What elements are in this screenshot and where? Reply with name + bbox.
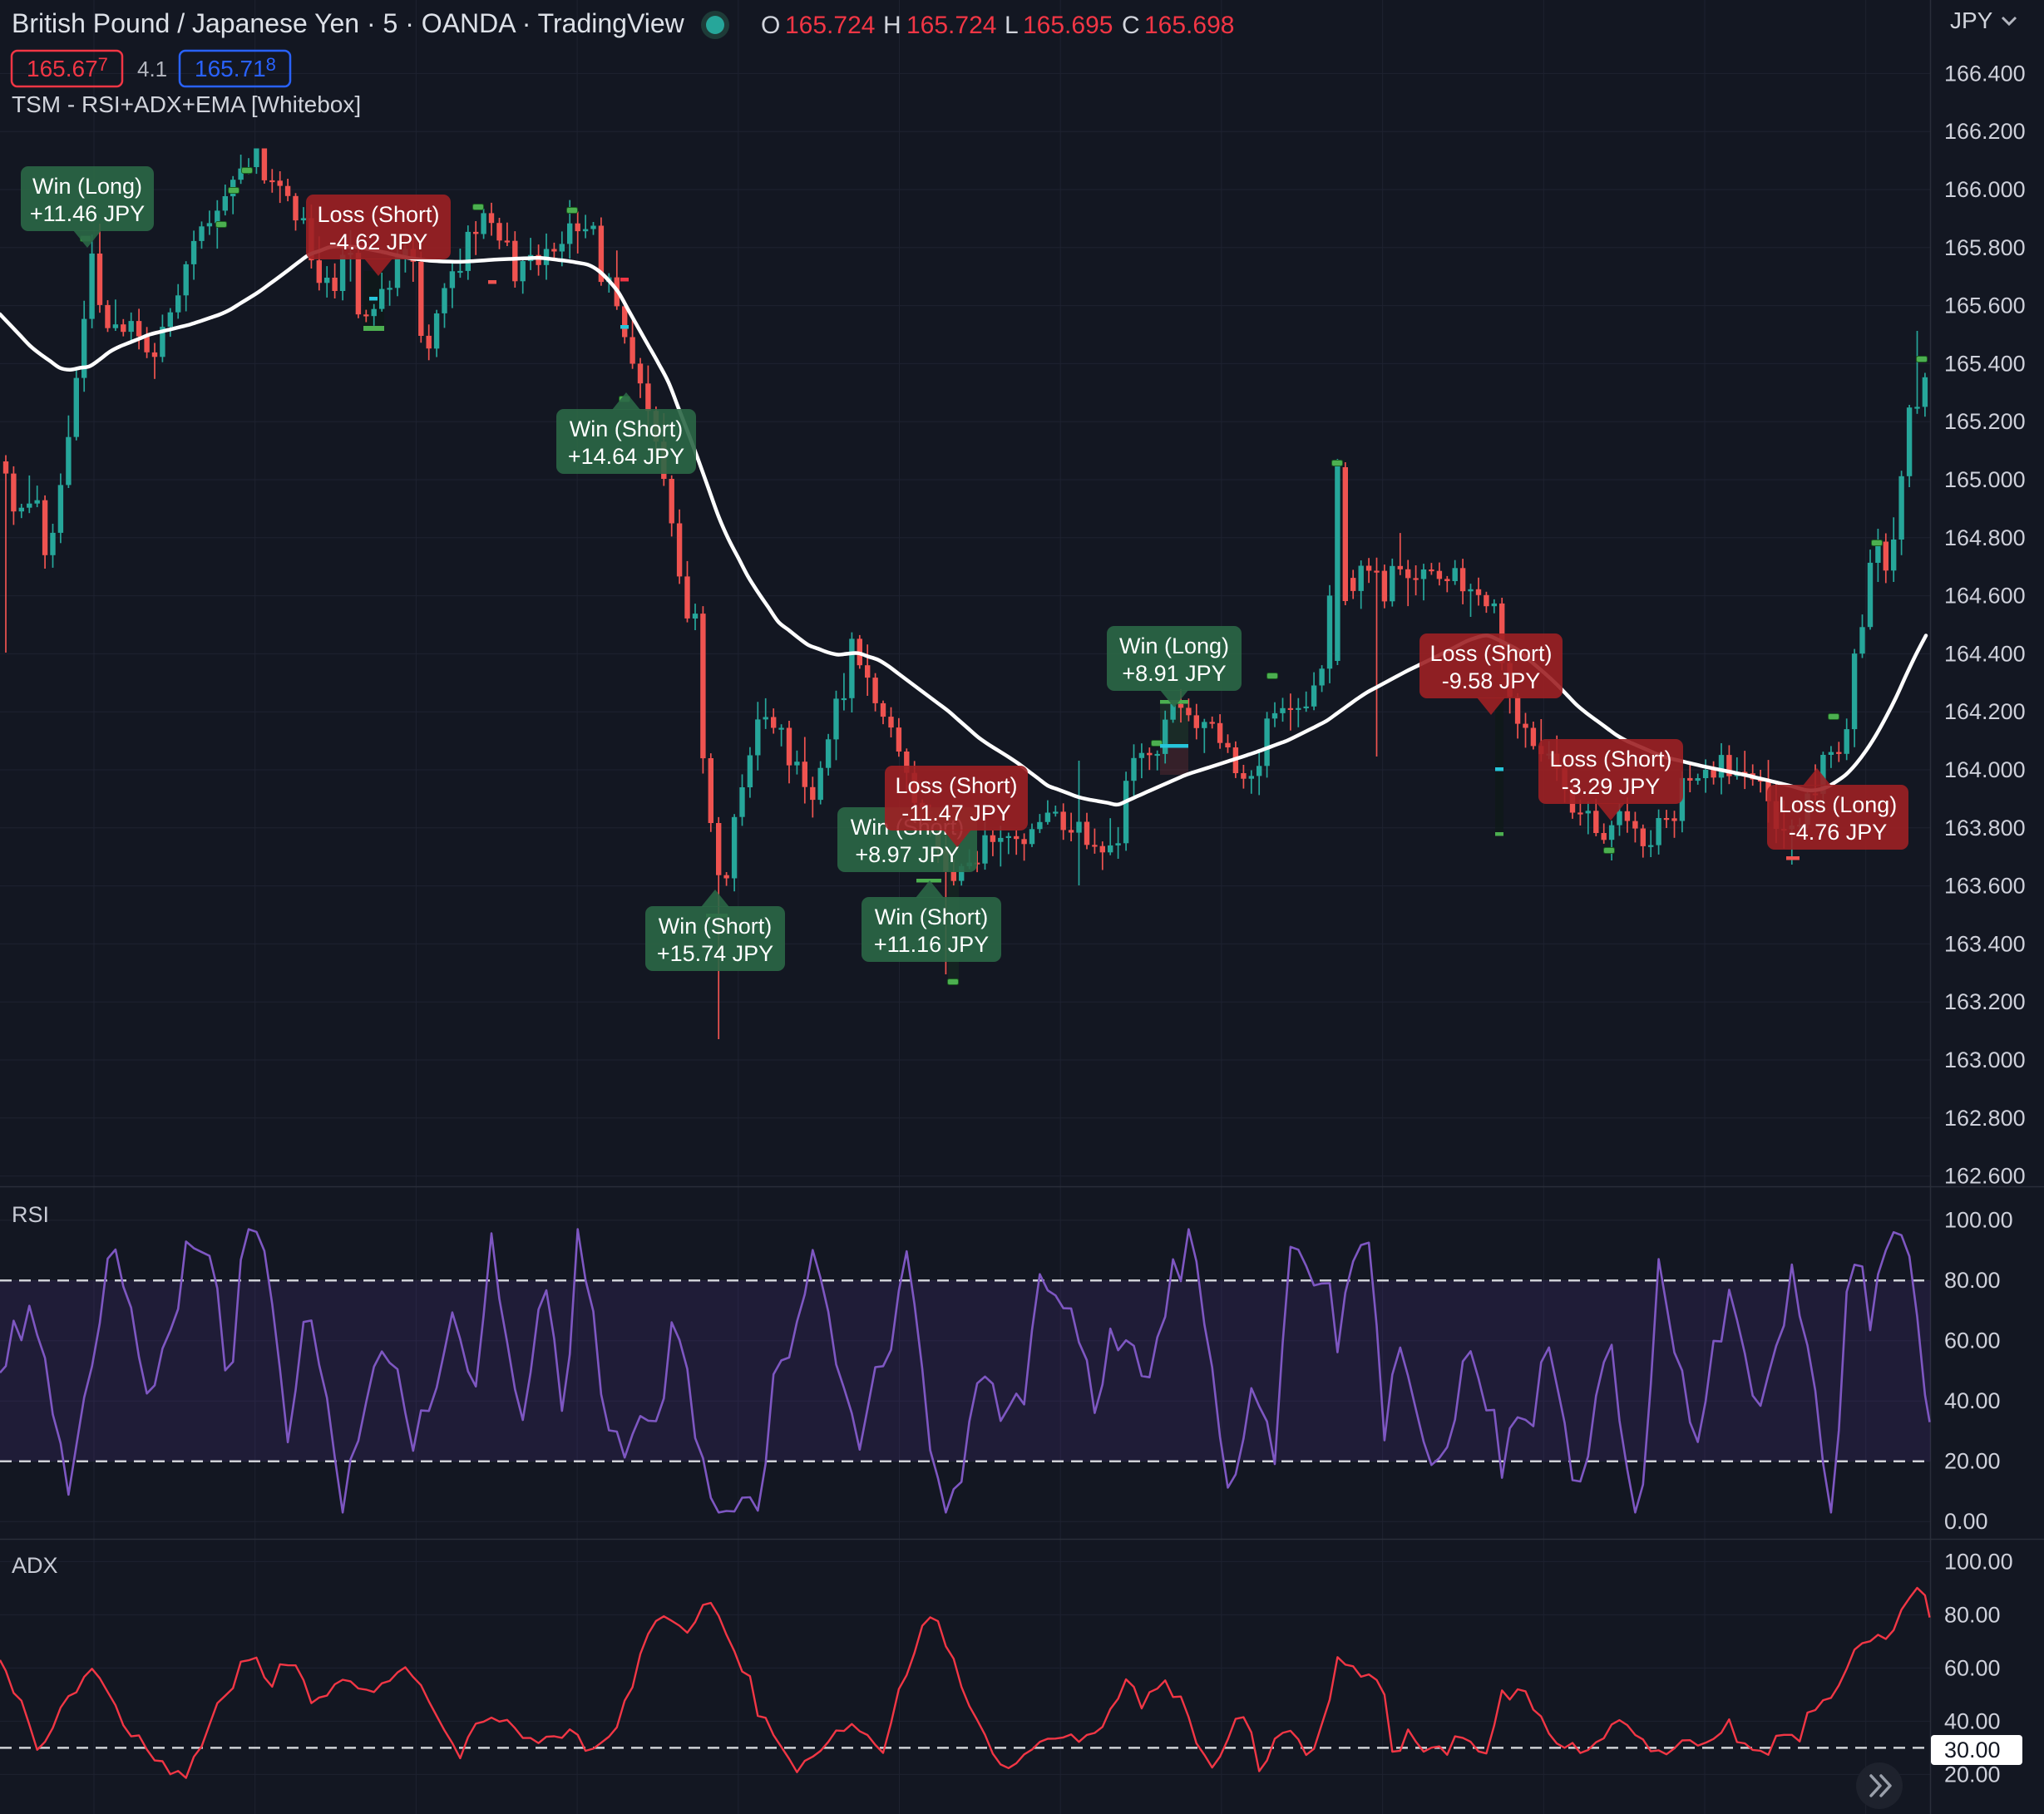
svg-text:166.400: 166.400 [1944,61,2026,86]
svg-text:162.600: 162.600 [1944,1164,2026,1189]
svg-text:164.600: 164.600 [1944,584,2026,609]
svg-text:165.200: 165.200 [1944,409,2026,434]
svg-text:164.200: 164.200 [1944,699,2026,724]
svg-text:165.000: 165.000 [1944,467,2026,492]
svg-text:L: L [1005,12,1019,39]
svg-text:Win (Long): Win (Long) [1119,633,1229,658]
svg-text:100.00: 100.00 [1944,1549,2013,1574]
svg-text:165.718: 165.718 [195,54,276,81]
svg-text:163.400: 163.400 [1944,931,2026,956]
svg-text:40.00: 40.00 [1944,1388,2001,1413]
svg-text:165.724: 165.724 [906,12,996,39]
svg-text:163.200: 163.200 [1944,989,2026,1014]
svg-text:163.000: 163.000 [1944,1047,2026,1072]
svg-text:-4.62 JPY: -4.62 JPY [329,229,428,254]
svg-text:165.724: 165.724 [785,12,875,39]
svg-text:Loss (Short): Loss (Short) [317,202,439,227]
svg-text:-4.76 JPY: -4.76 JPY [1789,820,1888,845]
svg-text:60.00: 60.00 [1944,1655,2001,1680]
svg-text:4.1: 4.1 [137,57,167,81]
svg-text:164.800: 164.800 [1944,525,2026,550]
svg-text:+8.97 JPY: +8.97 JPY [855,842,959,867]
svg-text:Loss (Short): Loss (Short) [1429,641,1552,666]
svg-text:165.695: 165.695 [1023,12,1113,39]
svg-text:+14.64 JPY: +14.64 JPY [568,444,684,469]
svg-text:RSI: RSI [12,1202,49,1227]
svg-text:164.400: 164.400 [1944,641,2026,666]
svg-text:Win (Short): Win (Short) [659,914,773,939]
svg-text:Loss (Short): Loss (Short) [895,773,1017,798]
svg-text:TSM - RSI+ADX+EMA [Whitebox]: TSM - RSI+ADX+EMA [Whitebox] [12,91,361,117]
svg-text:30.00: 30.00 [1944,1738,2001,1762]
svg-text:British Pound / Japanese Yen ·: British Pound / Japanese Yen · 5 · OANDA… [12,8,685,38]
svg-text:ADX: ADX [12,1553,58,1578]
svg-text:+8.91 JPY: +8.91 JPY [1122,661,1226,686]
svg-text:C: C [1122,12,1140,39]
svg-text:O: O [761,12,780,39]
svg-text:-9.58 JPY: -9.58 JPY [1442,668,1541,693]
svg-text:165.698: 165.698 [1144,12,1234,39]
svg-text:163.600: 163.600 [1944,874,2026,899]
svg-text:Win (Long): Win (Long) [32,174,142,199]
svg-text:80.00: 80.00 [1944,1268,2001,1293]
svg-text:165.800: 165.800 [1944,235,2026,260]
svg-text:165.677: 165.677 [27,54,108,81]
svg-text:100.00: 100.00 [1944,1208,2013,1233]
svg-text:40.00: 40.00 [1944,1708,2001,1733]
svg-text:20.00: 20.00 [1944,1449,2001,1474]
svg-text:0.00: 0.00 [1944,1509,1988,1534]
svg-text:-3.29 JPY: -3.29 JPY [1562,774,1661,799]
svg-text:+11.16 JPY: +11.16 JPY [874,932,989,957]
svg-text:20.00: 20.00 [1944,1762,2001,1787]
svg-text:166.200: 166.200 [1944,119,2026,144]
svg-text:Win (Short): Win (Short) [875,905,989,929]
svg-text:Loss (Long): Loss (Long) [1779,792,1898,817]
svg-text:60.00: 60.00 [1944,1328,2001,1353]
svg-text:166.000: 166.000 [1944,177,2026,202]
svg-text:163.800: 163.800 [1944,816,2026,840]
svg-text:+11.46 JPY: +11.46 JPY [30,201,145,226]
svg-text:Win (Short): Win (Short) [570,417,684,441]
svg-text:162.800: 162.800 [1944,1106,2026,1131]
svg-text:80.00: 80.00 [1944,1602,2001,1627]
svg-text:165.400: 165.400 [1944,351,2026,376]
svg-text:+15.74 JPY: +15.74 JPY [657,941,773,966]
svg-text:H: H [883,12,901,39]
svg-text:JPY: JPY [1950,7,1993,33]
svg-text:164.000: 164.000 [1944,757,2026,782]
svg-text:165.600: 165.600 [1944,293,2026,318]
svg-text:Loss (Short): Loss (Short) [1549,747,1671,771]
svg-text:-11.47 JPY: -11.47 JPY [901,801,1011,826]
